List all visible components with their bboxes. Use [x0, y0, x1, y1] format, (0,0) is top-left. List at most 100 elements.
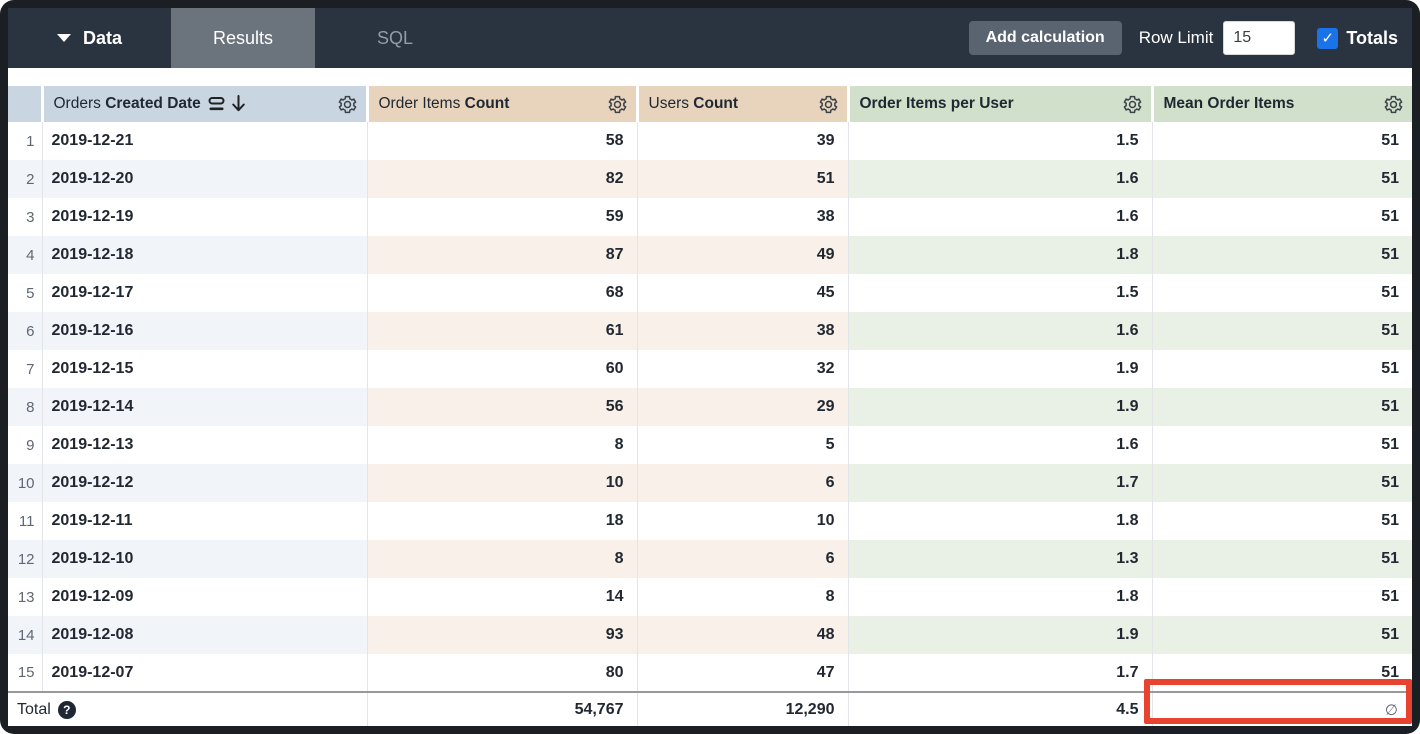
cell-users-count[interactable]: 45	[637, 274, 849, 312]
cell-orders-created-date[interactable]: 2019-12-15	[42, 350, 368, 388]
cell-order-items-count[interactable]: 87	[367, 236, 638, 274]
row-number: 9	[8, 426, 43, 464]
row-limit-input[interactable]	[1223, 21, 1296, 55]
cell-users-count[interactable]: 38	[637, 198, 849, 236]
cell-order-items-per-user[interactable]: 1.7	[848, 464, 1153, 502]
cell-mean-order-items[interactable]: 51	[1152, 616, 1412, 654]
tab-sql[interactable]: SQL	[376, 27, 414, 48]
cell-users-count[interactable]: 10	[637, 502, 849, 540]
cell-order-items-per-user[interactable]: 1.9	[848, 616, 1153, 654]
column-header-order-items-count[interactable]: Order Items Count	[367, 86, 639, 122]
cell-order-items-per-user[interactable]: 1.8	[848, 502, 1153, 540]
cell-users-count[interactable]: 5	[637, 426, 849, 464]
cell-users-count[interactable]: 51	[637, 160, 849, 198]
column-header-mean-order-items[interactable]: Mean Order Items	[1152, 86, 1412, 122]
cell-order-items-per-user[interactable]: 1.8	[848, 236, 1153, 274]
help-icon[interactable]: ?	[57, 700, 76, 719]
cell-order-items-count[interactable]: 93	[367, 616, 638, 654]
cell-order-items-per-user[interactable]: 1.6	[848, 198, 1153, 236]
column-header-order-items-per-user[interactable]: Order Items per User	[848, 86, 1154, 122]
cell-orders-created-date[interactable]: 2019-12-20	[42, 160, 368, 198]
cell-order-items-per-user[interactable]: 1.6	[848, 312, 1153, 350]
add-calculation-button[interactable]: Add calculation	[968, 21, 1122, 55]
gear-icon[interactable]	[818, 94, 839, 115]
cell-order-items-count[interactable]: 56	[367, 388, 638, 426]
cell-order-items-count[interactable]: 14	[367, 578, 638, 616]
cell-order-items-per-user[interactable]: 1.9	[848, 388, 1153, 426]
cell-orders-created-date[interactable]: 2019-12-19	[42, 198, 368, 236]
cell-users-count[interactable]: 8	[637, 578, 849, 616]
cell-orders-created-date[interactable]: 2019-12-11	[42, 502, 368, 540]
cell-users-count[interactable]: 39	[637, 122, 849, 160]
cell-mean-order-items[interactable]: 51	[1152, 388, 1412, 426]
cell-orders-created-date[interactable]: 2019-12-13	[42, 426, 368, 464]
column-header-users-count[interactable]: Users Count	[637, 86, 850, 122]
cell-mean-order-items[interactable]: 51	[1152, 426, 1412, 464]
cell-order-items-per-user[interactable]: 1.6	[848, 160, 1153, 198]
data-menu[interactable]: Data	[8, 8, 171, 68]
cell-mean-order-items[interactable]: 51	[1152, 654, 1412, 692]
cell-users-count[interactable]: 48	[637, 616, 849, 654]
cell-order-items-count[interactable]: 8	[367, 540, 638, 578]
total-order-items-per-user[interactable]: 4.5	[848, 691, 1153, 726]
cell-order-items-count[interactable]: 82	[367, 160, 638, 198]
cell-users-count[interactable]: 47	[637, 654, 849, 692]
cell-orders-created-date[interactable]: 2019-12-07	[42, 654, 368, 692]
cell-order-items-count[interactable]: 61	[367, 312, 638, 350]
gear-icon[interactable]	[1122, 94, 1143, 115]
column-header-orders-created-date[interactable]: Orders Created Date	[42, 86, 369, 122]
cell-order-items-count[interactable]: 10	[367, 464, 638, 502]
cell-orders-created-date[interactable]: 2019-12-21	[42, 122, 368, 160]
cell-mean-order-items[interactable]: 51	[1152, 198, 1412, 236]
cell-order-items-per-user[interactable]: 1.3	[848, 540, 1153, 578]
cell-order-items-per-user[interactable]: 1.5	[848, 122, 1153, 160]
cell-orders-created-date[interactable]: 2019-12-12	[42, 464, 368, 502]
cell-orders-created-date[interactable]: 2019-12-16	[42, 312, 368, 350]
row-number: 4	[8, 236, 43, 274]
cell-mean-order-items[interactable]: 51	[1152, 502, 1412, 540]
table-row: 10 2019-12-12 10 6 1.7 51	[8, 464, 1412, 502]
cell-orders-created-date[interactable]: 2019-12-17	[42, 274, 368, 312]
table-row: 14 2019-12-08 93 48 1.9 51	[8, 616, 1412, 654]
gear-icon[interactable]	[607, 94, 628, 115]
gear-icon[interactable]	[1383, 94, 1404, 115]
cell-order-items-count[interactable]: 8	[367, 426, 638, 464]
cell-order-items-per-user[interactable]: 1.6	[848, 426, 1153, 464]
cell-order-items-per-user[interactable]: 1.9	[848, 350, 1153, 388]
cell-order-items-per-user[interactable]: 1.7	[848, 654, 1153, 692]
cell-order-items-count[interactable]: 80	[367, 654, 638, 692]
cell-orders-created-date[interactable]: 2019-12-08	[42, 616, 368, 654]
column-label: Order Items per User	[859, 95, 1014, 112]
cell-users-count[interactable]: 49	[637, 236, 849, 274]
cell-orders-created-date[interactable]: 2019-12-09	[42, 578, 368, 616]
cell-orders-created-date[interactable]: 2019-12-18	[42, 236, 368, 274]
cell-mean-order-items[interactable]: 51	[1152, 350, 1412, 388]
cell-mean-order-items[interactable]: 51	[1152, 160, 1412, 198]
cell-users-count[interactable]: 32	[637, 350, 849, 388]
cell-order-items-count[interactable]: 18	[367, 502, 638, 540]
totals-checkbox[interactable]	[1317, 27, 1339, 49]
cell-orders-created-date[interactable]: 2019-12-14	[42, 388, 368, 426]
cell-users-count[interactable]: 38	[637, 312, 849, 350]
cell-orders-created-date[interactable]: 2019-12-10	[42, 540, 368, 578]
cell-order-items-count[interactable]: 60	[367, 350, 638, 388]
cell-mean-order-items[interactable]: 51	[1152, 122, 1412, 160]
cell-mean-order-items[interactable]: 51	[1152, 464, 1412, 502]
cell-order-items-count[interactable]: 68	[367, 274, 638, 312]
cell-users-count[interactable]: 6	[637, 464, 849, 502]
total-users-count[interactable]: 12,290	[637, 691, 849, 726]
cell-mean-order-items[interactable]: 51	[1152, 312, 1412, 350]
cell-mean-order-items[interactable]: 51	[1152, 274, 1412, 312]
cell-users-count[interactable]: 29	[637, 388, 849, 426]
cell-mean-order-items[interactable]: 51	[1152, 578, 1412, 616]
cell-mean-order-items[interactable]: 51	[1152, 236, 1412, 274]
cell-users-count[interactable]: 6	[637, 540, 849, 578]
cell-mean-order-items[interactable]: 51	[1152, 540, 1412, 578]
cell-order-items-count[interactable]: 58	[367, 122, 638, 160]
cell-order-items-per-user[interactable]: 1.8	[848, 578, 1153, 616]
tab-results[interactable]: Results	[171, 8, 315, 68]
cell-order-items-count[interactable]: 59	[367, 198, 638, 236]
cell-order-items-per-user[interactable]: 1.5	[848, 274, 1153, 312]
total-order-items-count[interactable]: 54,767	[367, 691, 638, 726]
gear-icon[interactable]	[337, 94, 358, 115]
